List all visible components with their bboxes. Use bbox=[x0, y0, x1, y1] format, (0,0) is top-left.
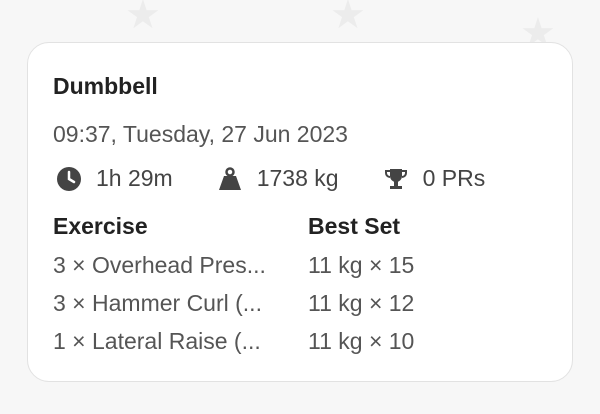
star-decoration: ★ bbox=[330, 0, 366, 37]
star-decoration: ★ bbox=[125, 0, 161, 37]
workout-date: 09:37, Tuesday, 27 Jun 2023 bbox=[53, 121, 348, 147]
exercise-header: Exercise bbox=[53, 213, 148, 239]
best-set: 11 kg × 15 bbox=[308, 252, 415, 278]
exercise-name: 3 × Overhead Pres... bbox=[53, 252, 266, 278]
workout-title: Dumbbell bbox=[53, 73, 158, 99]
exercise-name: 3 × Hammer Curl (... bbox=[53, 290, 262, 316]
exercise-name: 1 × Lateral Raise (... bbox=[53, 328, 261, 354]
trophy-icon bbox=[384, 168, 407, 189]
best-set: 11 kg × 12 bbox=[308, 290, 415, 316]
workout-card[interactable]: Dumbbell 09:37, Tuesday, 27 Jun 2023 1h … bbox=[27, 42, 573, 382]
volume: 1738 kg bbox=[256, 165, 339, 191]
duration: 1h 29m bbox=[96, 165, 173, 191]
weight-icon bbox=[218, 166, 241, 190]
clock-icon bbox=[57, 166, 81, 191]
best-set: 11 kg × 10 bbox=[308, 328, 415, 354]
prs: 0 PRs bbox=[422, 165, 486, 191]
best-set-header: Best Set bbox=[308, 213, 401, 239]
